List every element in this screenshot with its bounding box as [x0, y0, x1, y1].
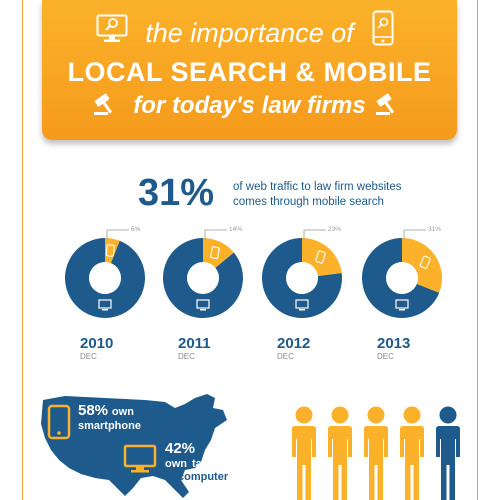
- donut-pct-label-2013: 31%: [428, 226, 442, 233]
- donut-year-2011: 2011: [178, 335, 211, 352]
- donut-pct-label-2011: 14%: [229, 226, 243, 233]
- desktop-icon-2010: [98, 299, 112, 311]
- donut-month-2013: DEC: [377, 352, 394, 361]
- donut-chart-2012: 23%: [257, 218, 357, 363]
- mobile-icon-2013: [419, 255, 431, 269]
- tablet-stat-label1: tablet: [192, 458, 222, 470]
- headline-stat-value: 31%: [138, 172, 215, 214]
- donut-chart-2013: 31%: [357, 218, 457, 363]
- donut-pct-label-2012: 23%: [328, 226, 342, 233]
- header-banner: the importance of LOCAL SEARCH & MOBILE …: [42, 0, 457, 140]
- headline-stat-line1: of web traffic to law firm websites: [233, 181, 402, 193]
- donut-slice-mobile-2013: [402, 238, 442, 293]
- donut-svg-2012: [262, 229, 342, 318]
- desktop-icon-2013: [395, 299, 409, 311]
- donut-slice-desktop-2010: [65, 238, 145, 318]
- mobile-search-icon: [372, 10, 394, 46]
- donut-year-2012: 2012: [277, 335, 311, 352]
- donut-month-2012: DEC: [277, 352, 294, 361]
- donut-leader-line-2011: [204, 229, 227, 240]
- donut-month-2010: DEC: [80, 352, 97, 361]
- smartphone-stat-value: 58%: [78, 402, 109, 419]
- headline-stat-line2: comes through mobile search: [233, 196, 384, 208]
- tablet-stat-value: 42%: [165, 440, 196, 457]
- desktop-icon-2012: [295, 299, 309, 311]
- headline-stat-text: of web traffic to law firm websites come…: [233, 180, 402, 210]
- person-icon: [292, 406, 316, 500]
- person-icon: [400, 406, 424, 500]
- donut-year-2010: 2010: [80, 335, 114, 352]
- banner-title-line2: LOCAL SEARCH & MOBILE: [67, 57, 432, 87]
- smartphone-stat: 58% own: [78, 402, 134, 419]
- donut-slice-mobile-2010: [105, 238, 120, 264]
- tablet-stat: 42%: [165, 440, 195, 458]
- donut-month-2011: DEC: [178, 352, 195, 361]
- donut-svg-2010: [65, 229, 145, 318]
- mobile-icon-2011: [210, 246, 220, 260]
- donut-slice-mobile-2012: [302, 238, 342, 276]
- tablet-stat-word: own: [165, 458, 187, 470]
- donut-slice-desktop-2013: [362, 238, 440, 318]
- donut-chart-2010: 6%: [60, 218, 160, 363]
- donut-year-2013: 2013: [377, 335, 411, 352]
- banner-title-line3: for today's law firms: [133, 92, 366, 119]
- us-map: [41, 394, 227, 498]
- smartphone-icon: [47, 404, 71, 440]
- donut-leader-line-2012: [303, 229, 326, 240]
- person-icon: [436, 406, 460, 500]
- people-pictogram: [292, 406, 460, 500]
- donut-leader-line-2013: [403, 229, 426, 240]
- gavel-icon: [94, 93, 113, 115]
- donut-pct-label-2010: 6%: [131, 226, 141, 233]
- donut-svg-2011: [163, 229, 243, 318]
- mobile-icon-2010: [105, 244, 115, 257]
- person-icon: [364, 406, 388, 500]
- donut-leader-line-2010: [106, 229, 129, 240]
- person-icon: [328, 406, 352, 500]
- right-frame-line: [477, 0, 478, 500]
- donut-chart-2011: 14%: [158, 218, 258, 363]
- desktop-search-icon: [96, 14, 128, 42]
- donut-slice-desktop-2011: [163, 238, 243, 318]
- left-frame-line: [22, 0, 23, 500]
- donut-slice-desktop-2012: [262, 238, 342, 318]
- gavel-icon: [376, 93, 395, 115]
- tablet-stat-label2: computer: [178, 471, 229, 483]
- smartphone-stat-word: own: [111, 406, 134, 418]
- desktop-icon-2011: [196, 299, 210, 311]
- smartphone-stat-label: smartphone: [78, 420, 141, 432]
- mobile-icon-2012: [315, 250, 326, 264]
- donut-svg-2013: [362, 229, 442, 318]
- banner-title-line1: the importance of: [145, 18, 354, 48]
